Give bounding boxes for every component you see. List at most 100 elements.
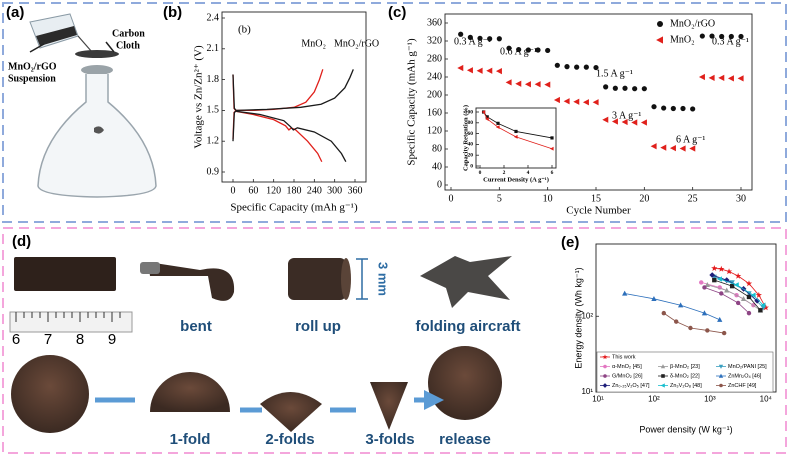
data-point	[746, 294, 752, 300]
legend-label: ZnCHF [49]	[728, 383, 757, 389]
y-tick-label: 100	[465, 109, 474, 115]
y-tick-label: 0	[470, 163, 473, 169]
legend-marker	[657, 21, 663, 27]
annotation: 0.3 A g⁻¹	[712, 36, 749, 47]
y-tick-label: 10²	[581, 311, 593, 320]
x-tick-label: 5	[497, 193, 502, 204]
annotation: Cloth	[116, 40, 140, 51]
data-point	[701, 310, 708, 316]
annotation: 0.3 A g⁻¹	[454, 36, 491, 47]
data-point	[738, 33, 744, 40]
data-point	[699, 33, 705, 39]
y-axis-label: Capacity Retention (%)	[462, 105, 469, 171]
data-point	[721, 330, 727, 336]
annotation: 3 A g⁻¹	[612, 110, 641, 121]
data-point	[495, 68, 502, 75]
legend-label: MnO₂/PANI [25]	[728, 364, 767, 370]
data-point	[689, 145, 696, 152]
data-point	[688, 325, 693, 331]
data-point	[582, 99, 589, 106]
data-point	[717, 316, 723, 322]
data-point	[631, 119, 638, 126]
series-line	[232, 69, 354, 163]
y-tick-label: 40	[432, 161, 442, 172]
legend-label: Zn₀.₂₅V₂O₅ [47]	[612, 383, 650, 389]
data-point	[525, 47, 531, 53]
top-frame	[2, 2, 787, 223]
data-point	[733, 282, 739, 288]
legend-marker	[661, 374, 665, 378]
y-tick-label: 2.4	[207, 12, 220, 23]
y-axis-label: Voltage vs Zn/Zn²⁺ (V)	[193, 45, 205, 149]
series-line	[719, 278, 764, 306]
x-axis-label: Cycle Number	[566, 205, 631, 217]
data-point	[513, 134, 518, 139]
legend-label: MnO₂	[670, 34, 695, 45]
data-point	[674, 319, 679, 324]
data-point	[690, 106, 696, 112]
x-tick-label: 20	[639, 193, 649, 204]
x-tick-label: 25	[688, 193, 698, 204]
data-point	[612, 85, 618, 91]
data-point	[593, 64, 599, 71]
panel-label: (a)	[6, 4, 24, 21]
y-axis-label: Energy density (Wh kg⁻¹)	[573, 267, 583, 368]
x-tick-label: 10²	[648, 394, 660, 403]
data-point	[699, 280, 704, 285]
data-point	[632, 86, 638, 92]
x-axis-label: Current Density (A g⁻¹)	[483, 176, 549, 183]
y-tick-label: 0.9	[207, 166, 220, 177]
y-tick-label: 40	[468, 142, 474, 148]
data-point	[553, 96, 560, 104]
data-point	[709, 33, 715, 39]
data-point	[679, 145, 686, 152]
legend-label: β-MnO₂ [23]	[670, 364, 700, 370]
legend-label: ZnMn₂O₄ [46]	[728, 373, 762, 379]
data-point	[750, 292, 756, 298]
data-point	[709, 272, 716, 278]
y-tick-label: 160	[427, 107, 442, 118]
legend-label: α-MnO₂ [45]	[612, 364, 642, 370]
data-point	[485, 117, 489, 121]
caption: 3-folds	[365, 431, 414, 448]
bottom-frame	[2, 227, 787, 454]
ruler-number: 7	[44, 331, 52, 348]
legend-label: G/MnO₂ [26]	[612, 373, 643, 379]
data-point	[524, 81, 531, 88]
series-line	[714, 279, 761, 311]
data-point	[650, 143, 657, 150]
data-point	[476, 67, 483, 74]
data-point	[602, 116, 609, 123]
y-tick-label: 1.5	[207, 105, 220, 116]
data-point	[621, 118, 628, 126]
x-tick-label: 60	[248, 185, 258, 196]
y-tick-label: 60	[468, 131, 474, 137]
annotation: 6 A g⁻¹	[676, 134, 705, 145]
data-point	[486, 67, 493, 74]
data-point	[712, 277, 717, 283]
data-point	[466, 67, 473, 74]
legend-label: This work	[612, 354, 636, 360]
data-point	[481, 110, 486, 114]
caption: bent	[180, 318, 212, 335]
x-axis-label: Power density (W kg⁻¹)	[639, 424, 732, 434]
x-tick-label: 30	[736, 193, 746, 204]
data-point	[622, 290, 628, 296]
x-tick-label: 15	[591, 193, 601, 204]
plot-frame	[475, 107, 557, 169]
y-tick-label: 20	[468, 152, 474, 158]
data-point	[622, 85, 628, 91]
y-tick-label: 360	[427, 17, 442, 28]
data-point	[641, 86, 647, 92]
x-tick-label: 120	[266, 185, 281, 196]
y-tick-label: 0	[437, 179, 442, 190]
panel-label: (e)	[561, 234, 579, 251]
data-point	[506, 45, 512, 51]
data-point	[661, 310, 666, 316]
data-point	[495, 125, 500, 130]
legend-marker	[603, 364, 607, 369]
data-point	[745, 280, 753, 287]
series-label: MnO₂/rGO	[334, 38, 379, 49]
